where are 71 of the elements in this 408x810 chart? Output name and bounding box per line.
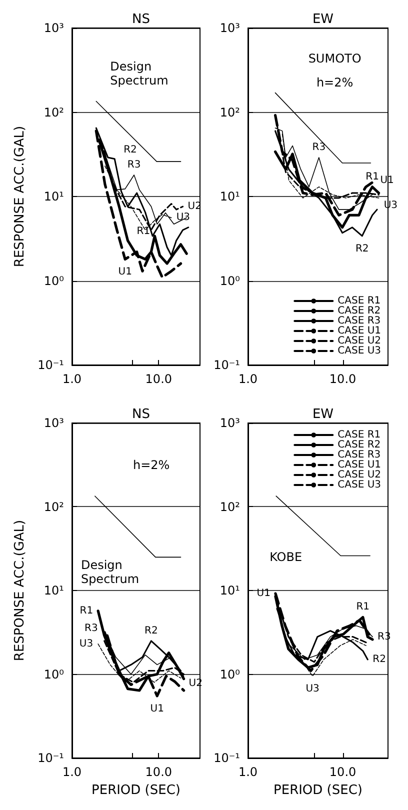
legend-label: CASE R2	[338, 306, 381, 316]
annotation: R3	[84, 623, 98, 634]
annotation: U1	[256, 588, 270, 600]
annotation: R2	[124, 144, 137, 156]
y-tick-label: 10³	[44, 416, 64, 430]
series-label: Design Spectrum	[80, 558, 140, 586]
legend-label: CASE R2	[338, 440, 381, 450]
x-tick-label: 1.0	[62, 372, 82, 386]
annotation: U1	[150, 703, 164, 714]
y-tick-label: 10¹	[44, 190, 64, 204]
annotation: R1	[136, 226, 150, 238]
y-axis-title: RESPONSE ACC.(GAL)	[12, 126, 28, 268]
annotation: R2	[372, 654, 386, 665]
x-tick-label: 1.0	[238, 765, 258, 779]
annotation: SUMOTO	[308, 51, 362, 66]
legend-label: CASE U1	[338, 460, 382, 470]
annotation: U3	[79, 638, 94, 650]
y-tick-label: 10³	[44, 21, 64, 35]
y-tick-label: 10⁻¹	[38, 751, 64, 765]
annotation: R3	[312, 142, 326, 154]
annotation: U3	[176, 212, 190, 224]
x-tick-label: 1.0	[62, 765, 82, 779]
y-tick-label: 10²	[44, 105, 64, 120]
annotation: R3	[127, 159, 141, 170]
x-tick-label: 1.0	[238, 372, 258, 386]
annotation: R1	[356, 602, 370, 613]
annotation: KOBE	[270, 550, 302, 564]
chart-title: NS	[132, 12, 150, 27]
legend-label: CASE R3	[338, 450, 381, 460]
chart-title: EW	[312, 407, 334, 422]
y-tick-label: 10⁻¹	[214, 358, 240, 372]
series-label: Design Spectrum	[110, 59, 168, 88]
y-tick-label: 10²	[44, 500, 64, 514]
legend-label: CASE U2	[338, 336, 382, 346]
x-tick-label: 10.0	[329, 372, 356, 386]
chart-title: NS	[132, 407, 150, 422]
annotation: U1	[118, 266, 132, 278]
y-tick-label: 10²	[220, 105, 240, 120]
x-tick-label: 10.0	[145, 765, 172, 779]
legend-label: CASE R1	[338, 430, 381, 440]
y-tick-label: 10⁰	[220, 667, 240, 682]
y-tick-label: 10⁻¹	[214, 751, 240, 765]
legend-label: CASE U3	[338, 480, 382, 490]
y-tick-label: 10²	[220, 500, 240, 514]
annotation: h=2%	[133, 458, 170, 472]
x-axis-title: PERIOD (SEC)	[274, 783, 362, 798]
y-tick-label: 10⁻¹	[38, 358, 64, 372]
x-tick-label: 10.0	[329, 765, 356, 779]
y-tick-label: 10¹	[220, 190, 240, 204]
y-tick-label: 10³	[220, 21, 240, 35]
y-tick-label: 10⁰	[220, 274, 240, 288]
y-tick-label: 10¹	[44, 584, 64, 598]
annotation: R1	[80, 605, 94, 616]
x-axis-title: PERIOD (SEC)	[92, 783, 180, 798]
annotation: h=2%	[316, 75, 354, 90]
annotation: U3	[306, 684, 320, 695]
y-tick-label: 10³	[220, 416, 240, 430]
legend-label: CASE R3	[338, 316, 381, 326]
annotation: R1	[366, 171, 379, 182]
x-tick-label: 10.0	[145, 372, 172, 386]
annotation: R2	[355, 243, 369, 254]
chart-title: EW	[312, 12, 334, 27]
y-axis-title: RESPONSE ACC.(GAL)	[12, 520, 28, 662]
legend-label: CASE U1	[338, 326, 382, 336]
annotation: R2	[144, 625, 158, 636]
legend-label: CASE U3	[338, 346, 382, 356]
y-tick-label: 10⁰	[44, 667, 64, 682]
legend-label: CASE R1	[338, 296, 381, 306]
y-tick-label: 10¹	[220, 584, 240, 598]
y-tick-label: 10⁰	[44, 274, 64, 288]
legend-label: CASE U2	[338, 470, 382, 480]
